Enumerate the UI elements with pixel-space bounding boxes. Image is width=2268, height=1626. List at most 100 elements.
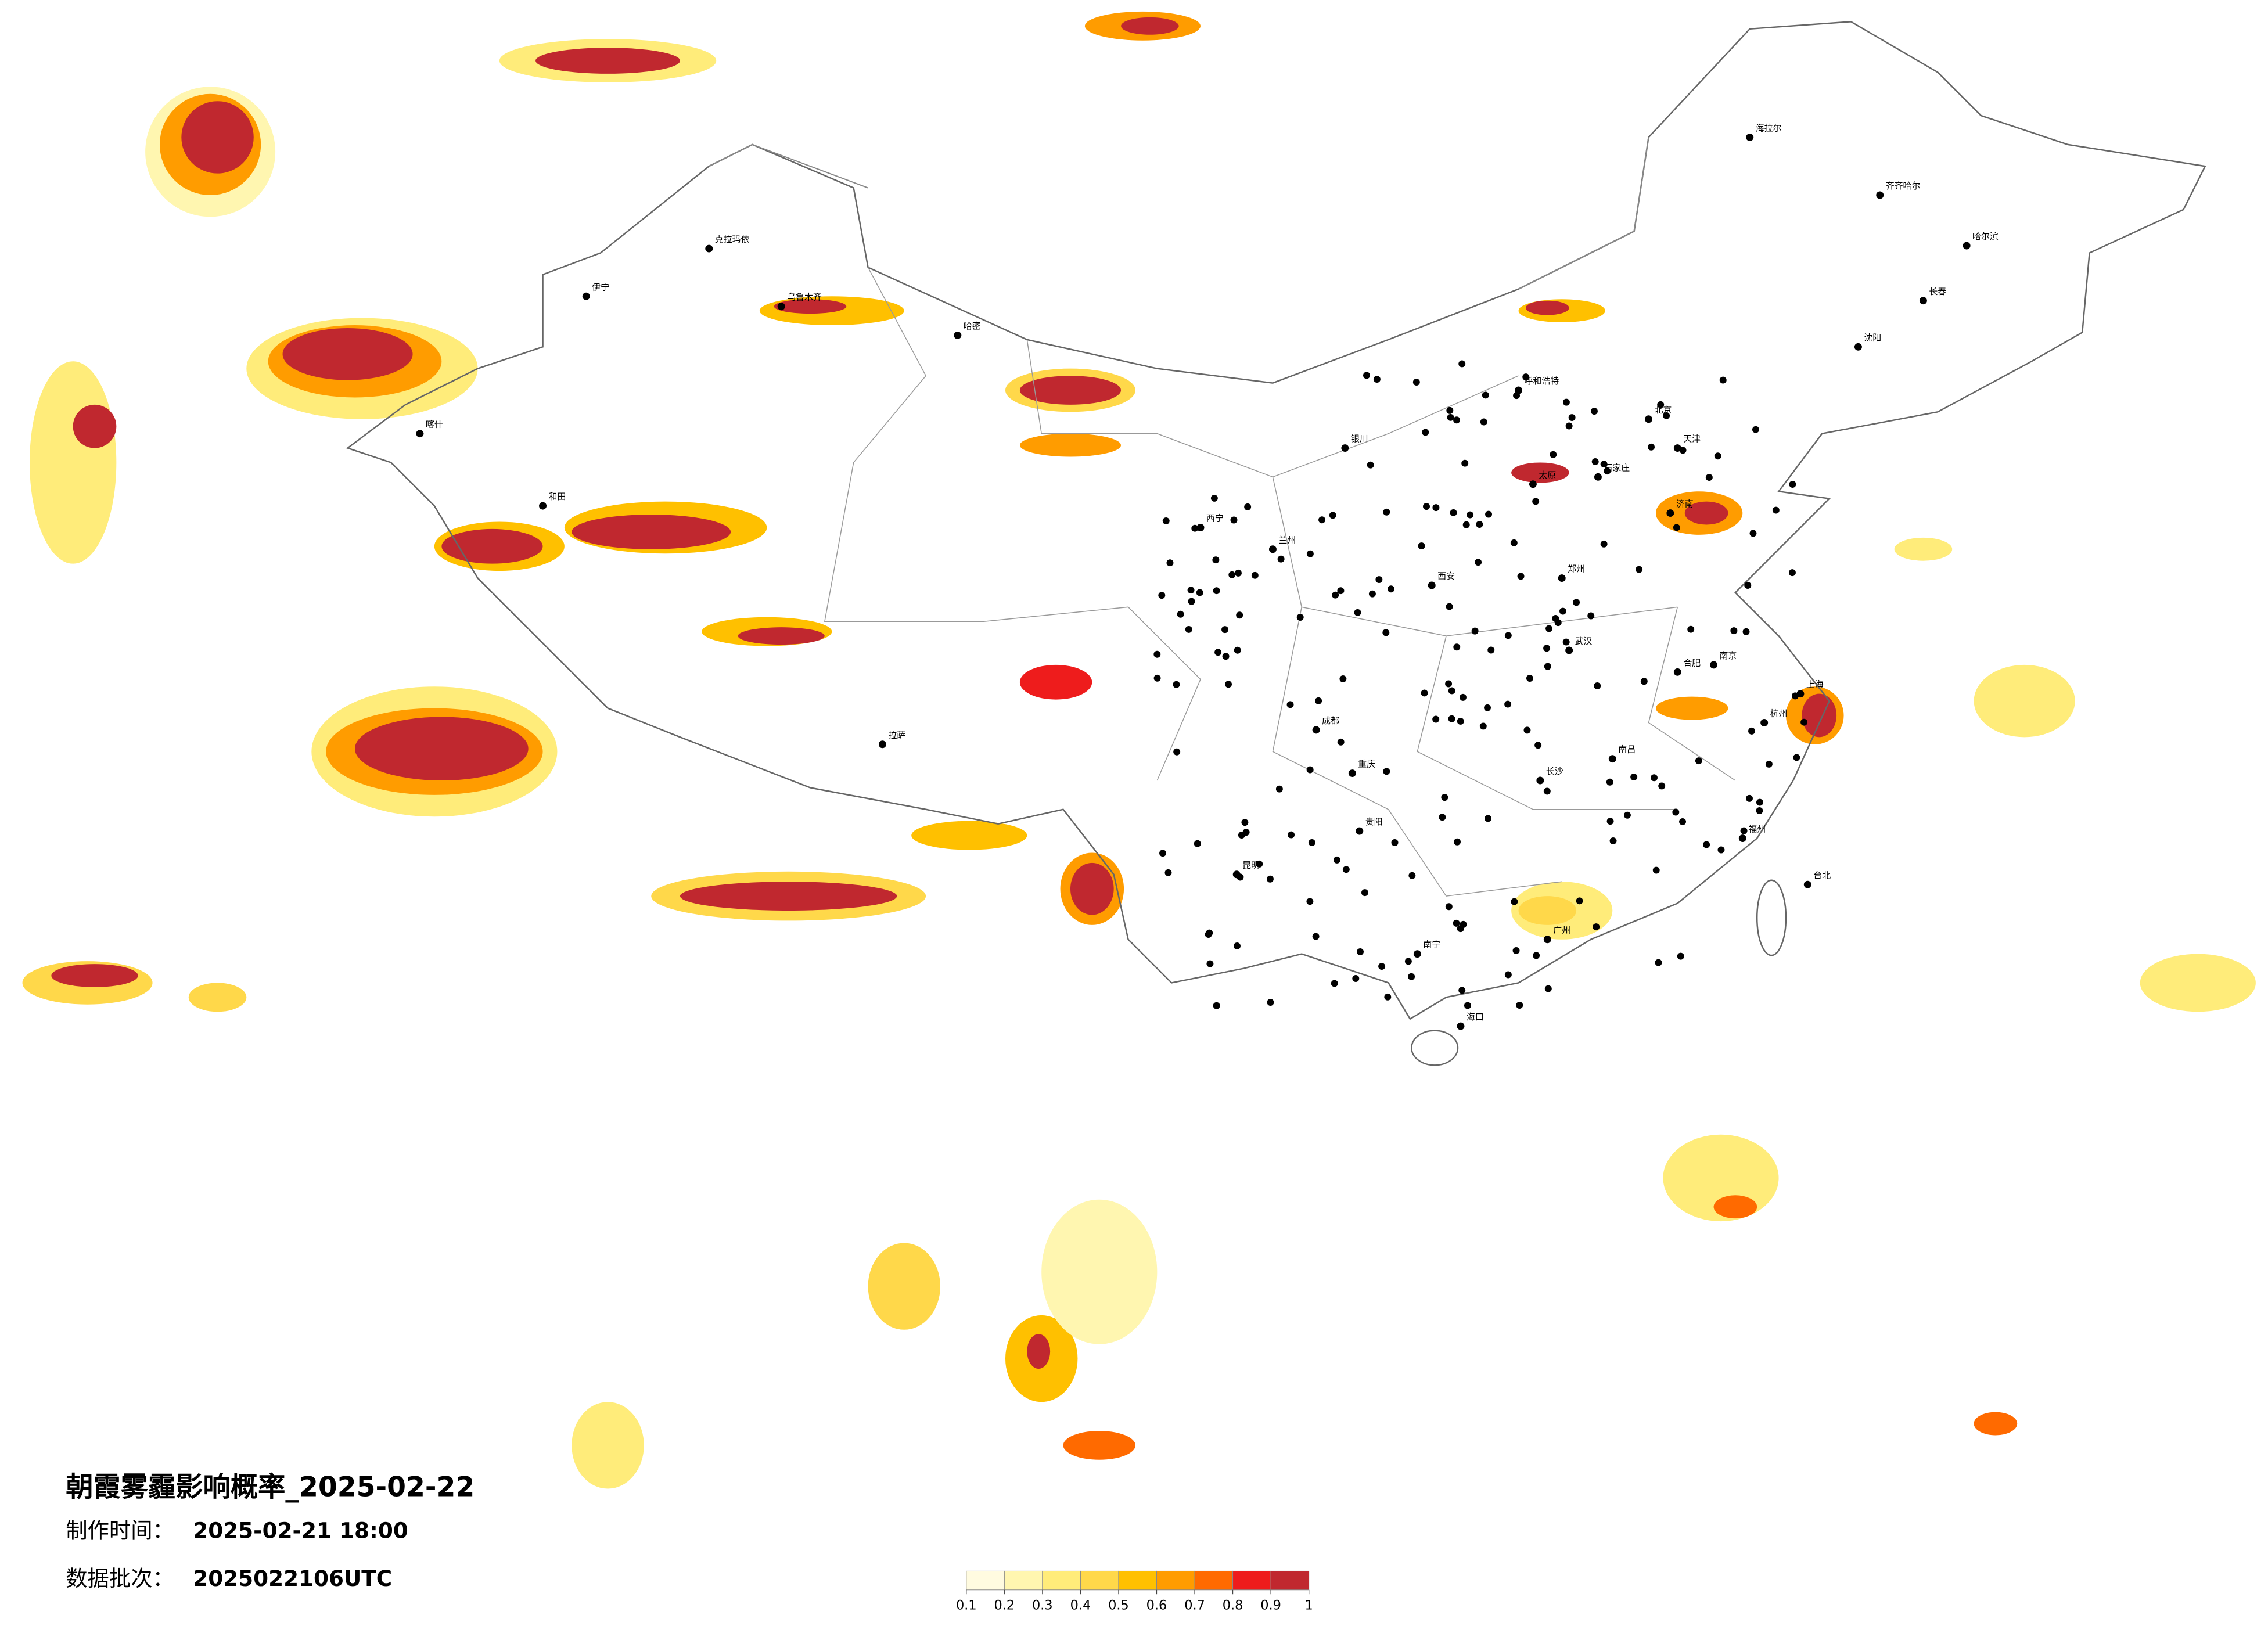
city-label: 海拉尔 bbox=[1756, 123, 1782, 134]
city-dot bbox=[1648, 443, 1655, 451]
colorbar-tick-label: 0.5 bbox=[1108, 1598, 1129, 1613]
city-label: 银川 bbox=[1351, 434, 1368, 444]
probability-patch bbox=[535, 48, 680, 74]
city-dot bbox=[1408, 872, 1416, 879]
city-dot bbox=[1237, 873, 1244, 881]
city-dot bbox=[1673, 444, 1681, 452]
city-dot bbox=[1196, 589, 1203, 596]
map-title: 朝霞雾霾影响概率_2025-02-22 bbox=[66, 1472, 475, 1503]
city-dot bbox=[1526, 675, 1533, 682]
city-dot bbox=[1225, 681, 1232, 688]
city-dot bbox=[1153, 650, 1161, 658]
city-dot bbox=[1515, 386, 1523, 394]
city-dot bbox=[1550, 451, 1557, 458]
city-label: 西宁 bbox=[1206, 513, 1224, 524]
city-dot bbox=[1339, 675, 1347, 683]
city-dot bbox=[1354, 609, 1361, 616]
city-label: 郑州 bbox=[1568, 564, 1585, 574]
probability-patch bbox=[1027, 1334, 1051, 1369]
colorbar-tick-label: 0.3 bbox=[1032, 1598, 1053, 1613]
city-dot bbox=[1162, 517, 1170, 524]
city-label: 海口 bbox=[1467, 1012, 1484, 1022]
city-dot bbox=[1210, 494, 1218, 502]
city-dot bbox=[1286, 701, 1294, 708]
city-dot bbox=[1504, 971, 1512, 979]
colorbar-tick-label: 0.4 bbox=[1070, 1598, 1091, 1613]
city-dot bbox=[1318, 516, 1326, 524]
city-dot bbox=[1740, 827, 1748, 834]
city-dot bbox=[1166, 559, 1174, 567]
city-dot bbox=[1450, 509, 1457, 516]
city-dot bbox=[1687, 625, 1695, 633]
city-label: 南宁 bbox=[1423, 940, 1440, 950]
cities: 哈尔滨长春沈阳北京天津石家庄太原济南郑州西安兰州西宁银川呼和浩特乌鲁木齐拉萨成都… bbox=[416, 123, 1999, 1030]
colorbar-bin bbox=[1004, 1570, 1043, 1591]
city-dot bbox=[1673, 668, 1681, 676]
colorbar-tick-label: 1 bbox=[1305, 1598, 1313, 1613]
city-dot bbox=[1730, 627, 1738, 635]
city-label: 杭州 bbox=[1770, 708, 1788, 719]
probability-patch bbox=[1019, 433, 1122, 457]
colorbar-tick-label: 0.2 bbox=[994, 1598, 1015, 1613]
city-dot bbox=[1663, 412, 1670, 419]
city-dot bbox=[1562, 398, 1570, 406]
city-dot bbox=[1383, 508, 1390, 516]
probability-patch bbox=[1518, 896, 1577, 925]
city-dot bbox=[1640, 678, 1648, 685]
probability-patch bbox=[1655, 696, 1728, 720]
city-dot bbox=[1719, 376, 1727, 384]
batch: 2025022106UTC bbox=[193, 1566, 392, 1591]
city-dot bbox=[1543, 936, 1551, 944]
city-dot bbox=[1749, 530, 1757, 537]
city-dot bbox=[1348, 769, 1356, 778]
city-dot bbox=[1213, 587, 1220, 595]
city-dot bbox=[1752, 426, 1759, 433]
city-dot bbox=[1590, 408, 1598, 415]
probability-patch bbox=[1019, 664, 1092, 700]
colorbar: 0.1 0.2 0.3 0.4 0.5 0.6 0.7 0.8 0.9 1 bbox=[956, 1570, 1313, 1613]
city-label: 太原 bbox=[1539, 470, 1556, 480]
city-dot bbox=[1267, 999, 1274, 1006]
city-label: 广州 bbox=[1553, 925, 1570, 936]
colorbar-bin bbox=[1194, 1570, 1234, 1591]
city-label: 伊宁 bbox=[592, 282, 609, 292]
city-dot bbox=[1484, 704, 1491, 711]
city-label: 台北 bbox=[1813, 870, 1831, 880]
china-border bbox=[346, 21, 2206, 1020]
city-dot bbox=[1576, 897, 1583, 905]
colorbar-bin bbox=[1118, 1570, 1157, 1591]
city-dot bbox=[1242, 829, 1250, 836]
city-dot bbox=[1361, 889, 1368, 897]
colorbar-tick-label: 0.6 bbox=[1146, 1598, 1167, 1613]
city-dot bbox=[1384, 993, 1392, 1001]
city-dot bbox=[1228, 571, 1236, 578]
city-dot bbox=[1187, 587, 1195, 594]
city-dot bbox=[1793, 754, 1800, 761]
city-dot bbox=[1244, 503, 1252, 510]
city-dot bbox=[1600, 540, 1608, 548]
city-dot bbox=[1565, 646, 1573, 654]
city-dot bbox=[1404, 958, 1412, 965]
city-dot bbox=[1562, 638, 1570, 646]
city-dot bbox=[1854, 343, 1862, 351]
city-dot bbox=[1504, 632, 1512, 639]
city-label: 兰州 bbox=[1278, 535, 1296, 545]
city-dot bbox=[1383, 768, 1390, 775]
city-dot bbox=[1363, 372, 1370, 379]
city-label: 哈密 bbox=[964, 321, 981, 331]
probability-patch bbox=[1019, 376, 1122, 405]
city-dot bbox=[1453, 416, 1460, 424]
city-dot bbox=[1464, 1002, 1471, 1009]
probability-patch bbox=[181, 101, 254, 174]
city-dot bbox=[1876, 191, 1884, 199]
colorbar-bin bbox=[1270, 1570, 1310, 1591]
city-dot bbox=[1559, 607, 1566, 615]
city-dot bbox=[1448, 715, 1455, 722]
probability-patch bbox=[572, 1402, 644, 1489]
city-dot bbox=[1543, 645, 1551, 652]
city-dot bbox=[1523, 726, 1531, 734]
city-dot bbox=[878, 740, 886, 749]
city-label: 成都 bbox=[1322, 715, 1339, 726]
city-dot bbox=[1418, 542, 1425, 550]
city-dot bbox=[1467, 511, 1474, 519]
